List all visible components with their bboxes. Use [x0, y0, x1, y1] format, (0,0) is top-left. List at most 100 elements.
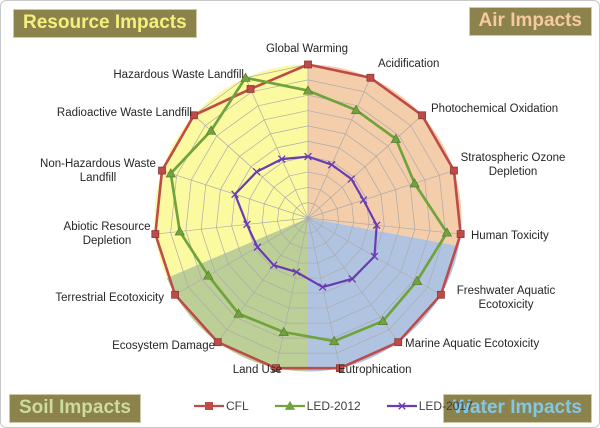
series-led-2012 [169, 76, 449, 343]
marker-square [246, 85, 255, 93]
grid-ring-2 [277, 186, 339, 249]
axis-label-ecosystem-damage: Ecosystem Damage [112, 340, 215, 352]
axis-spoke-ecosystem-damage [217, 217, 309, 343]
marker-x [347, 175, 356, 183]
axis-label-eutrophication: Eutrophication [338, 364, 412, 376]
marker-square [272, 364, 280, 373]
axis-spoke-hazardous-waste-landfill [245, 77, 309, 219]
marker-x [359, 196, 368, 204]
marker-square [437, 290, 445, 299]
legend-item-led-2012: LED-2012 [274, 399, 361, 413]
axis-spoke-stratospheric-ozone-depletion [307, 170, 455, 219]
marker-triangle [328, 335, 340, 346]
marker-square [213, 338, 222, 347]
marker-triangle [390, 133, 402, 143]
grid-ring-6 [216, 125, 400, 309]
axis-label-radioactive-waste-landfill: Radioactive Waste Landfill [57, 107, 192, 119]
sector-air-impacts [308, 64, 462, 246]
water-impacts-badge: Water Impacts [442, 394, 592, 423]
axis-label-hazardous-waste-landfill: Hazardous Waste Landfill [113, 69, 244, 81]
marker-x [327, 160, 336, 169]
marker-x [231, 190, 239, 199]
air-impacts-badge: Air Impacts [468, 7, 592, 36]
sector-water-impacts [308, 218, 459, 372]
marker-square [304, 60, 312, 69]
chart-legend: CFL LED-2012 LED-2017 [194, 399, 473, 413]
marker-triangle [165, 168, 176, 178]
axis-label-abiotic-resource-depletion: Abiotic Resource Depletion [64, 221, 151, 247]
marker-triangle [203, 270, 214, 280]
legend-marker-x [398, 402, 406, 410]
axis-label-photochemical-oxidation: Photochemical Oxidation [431, 103, 558, 115]
axis-spoke-human-toxicity [307, 217, 461, 235]
marker-triangle [350, 104, 362, 114]
marker-x [370, 252, 379, 261]
series-cfl [154, 63, 462, 370]
grid-ring-8 [185, 94, 431, 339]
marker-x [277, 155, 286, 163]
grid-ring-7 [200, 110, 416, 324]
marker-square [171, 290, 179, 299]
marker-triangle [377, 315, 389, 326]
series-led-2017 [233, 155, 378, 289]
legend-item-led-2017: LED-2017 [386, 399, 473, 413]
axis-label-marine-aquatic-ecotoxicity: Marine Aquatic Ecotoxicity [405, 338, 539, 350]
axis-spoke-acidification [307, 77, 371, 219]
legend-label-led-2012: LED-2012 [306, 399, 361, 413]
marker-x [292, 268, 301, 276]
axis-label-freshwater-aquatic-ecotoxicity: Freshwater Aquatic Ecotoxicity [457, 285, 556, 311]
marker-triangle [174, 226, 185, 236]
marker-triangle [441, 227, 453, 237]
resource-impacts-badge: Resource Impacts [13, 9, 197, 38]
legend-item-cfl: CFL [194, 399, 249, 413]
grid-ring-3 [261, 171, 355, 264]
axis-label-terrestrial-ecotoxicity: Terrestrial Ecotoxicity [55, 292, 164, 304]
marker-square [450, 166, 458, 175]
marker-x [252, 167, 261, 176]
axis-spoke-photochemical-oxidation [307, 115, 423, 219]
marker-square [158, 166, 166, 175]
axis-spoke-land-use [275, 217, 309, 369]
grid-ring-5 [231, 140, 385, 294]
marker-square [418, 111, 426, 120]
marker-triangle [233, 308, 244, 318]
marker-triangle [205, 125, 217, 135]
marker-x [253, 243, 262, 252]
axis-label-human-toxicity: Human Toxicity [471, 230, 549, 242]
marker-triangle [411, 275, 423, 285]
marker-square [366, 73, 375, 82]
legend-label-led-2017: LED-2017 [418, 399, 473, 413]
marker-x [304, 152, 312, 161]
marker-square [394, 338, 403, 347]
legend-swatch-led-2012-icon [274, 401, 305, 410]
marker-triangle [409, 178, 420, 188]
legend-marker-triangle [284, 401, 295, 410]
legend-marker-square [205, 402, 213, 410]
marker-x [372, 221, 381, 230]
marker-x [269, 261, 278, 270]
marker-x [318, 283, 327, 291]
axis-label-land-use: Land Use [233, 364, 282, 376]
axis-spoke-terrestrial-ecotoxicity [174, 217, 309, 296]
marker-triangle [302, 85, 314, 95]
marker-x [243, 220, 251, 229]
marker-square [151, 230, 160, 238]
sector-soil-impacts [166, 218, 308, 372]
axis-label-global-warming: Global Warming [266, 43, 348, 55]
grid-ring-1 [292, 202, 324, 234]
marker-square [456, 230, 465, 238]
marker-triangle [240, 72, 251, 82]
axis-label-stratospheric-ozone-depletion: Stratospheric Ozone Depletion [461, 152, 566, 178]
marker-triangle [278, 326, 289, 337]
legend-label-cfl: CFL [226, 399, 249, 413]
marker-x [348, 274, 357, 283]
axis-label-acidification: Acidification [378, 58, 439, 70]
marker-square [336, 364, 344, 373]
legend-swatch-led-2017-icon [386, 402, 417, 410]
soil-impacts-badge: Soil Impacts [9, 394, 141, 423]
axis-label-non-hazardous-waste-landfill: Non-Hazardous Waste Landfill [40, 158, 156, 184]
legend-swatch-cfl-icon [194, 402, 224, 410]
marker-square [190, 111, 198, 120]
